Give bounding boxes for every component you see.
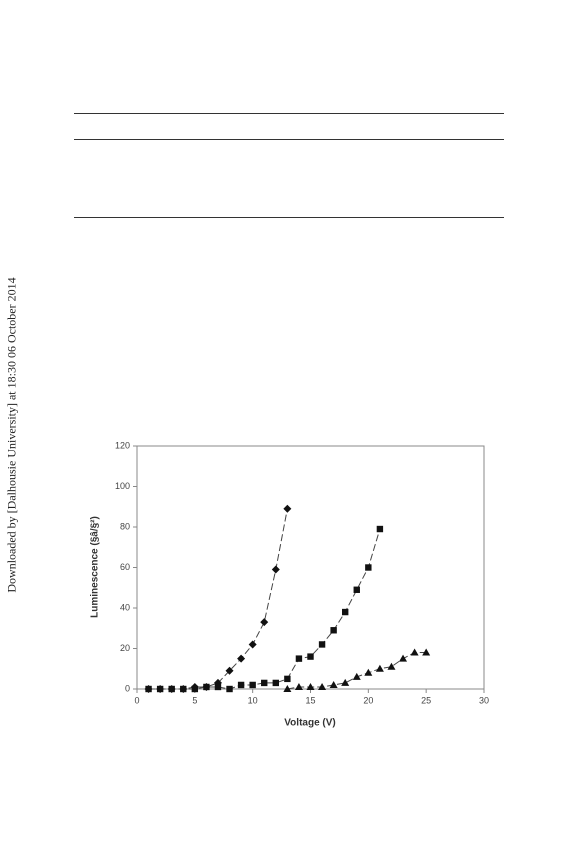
marker: [225, 666, 234, 675]
marker: [191, 685, 199, 693]
y-tick-label: 80: [120, 521, 130, 531]
marker: [237, 681, 245, 689]
marker: [399, 654, 408, 662]
marker: [214, 683, 222, 691]
y-tick-label: 60: [120, 562, 130, 572]
marker: [375, 664, 384, 672]
marker: [387, 662, 396, 670]
rule: [74, 113, 504, 114]
y-tick-label: 20: [120, 643, 130, 653]
marker: [203, 683, 210, 691]
marker: [261, 679, 268, 687]
marker: [156, 685, 164, 693]
marker: [284, 675, 291, 683]
y-axis-title: Luminescence (§â/§²): [90, 516, 101, 618]
marker: [330, 627, 337, 634]
marker: [352, 672, 361, 680]
marker: [329, 680, 338, 688]
marker: [342, 608, 349, 616]
x-tick-label: 0: [134, 695, 139, 705]
x-axis-title: Voltage (V): [284, 718, 335, 729]
marker: [180, 685, 187, 693]
rule: [74, 139, 504, 140]
marker: [226, 685, 233, 693]
marker: [365, 564, 372, 571]
marker: [249, 681, 256, 689]
series-line: [148, 508, 288, 690]
marker: [318, 682, 327, 690]
marker: [341, 678, 350, 686]
x-tick-label: 20: [363, 695, 373, 705]
x-tick-label: 10: [248, 695, 258, 705]
marker: [145, 685, 152, 693]
marker: [271, 565, 280, 574]
rule: [74, 217, 504, 218]
y-tick-label: 100: [115, 481, 130, 491]
y-tick-label: 0: [125, 683, 130, 693]
x-tick-label: 15: [305, 695, 315, 705]
marker: [410, 648, 419, 656]
marker: [307, 653, 314, 660]
marker: [248, 640, 257, 649]
marker: [272, 679, 279, 687]
marker: [376, 525, 384, 533]
marker: [364, 668, 373, 676]
marker: [295, 655, 303, 662]
marker: [353, 586, 360, 593]
marker: [168, 685, 175, 693]
x-tick-label: 25: [421, 695, 431, 705]
plot-frame: [136, 445, 485, 690]
marker: [422, 648, 431, 656]
y-tick-label: 40: [120, 602, 130, 612]
marker: [318, 641, 326, 648]
x-tick-label: 5: [192, 695, 197, 705]
y-tick-label: 120: [115, 440, 130, 450]
x-tick-label: 30: [479, 695, 489, 705]
marker: [294, 682, 303, 690]
marker: [306, 682, 315, 690]
marker: [237, 654, 246, 663]
marker: [283, 504, 292, 513]
marker: [260, 618, 269, 627]
marker: [283, 685, 292, 692]
